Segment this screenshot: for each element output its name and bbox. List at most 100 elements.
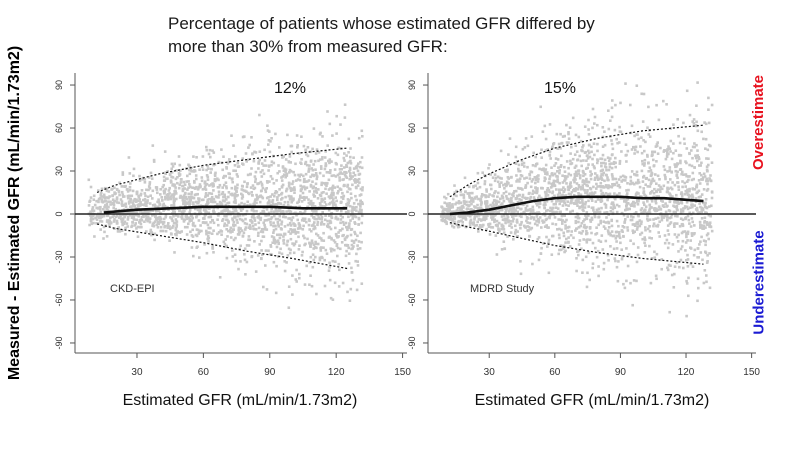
data-point [289,217,292,220]
data-point [547,271,551,275]
data-point [268,201,271,204]
data-point [612,160,616,164]
data-point [534,178,538,182]
data-point [240,218,244,222]
data-point [349,147,352,150]
data-point [291,293,294,296]
data-point [197,219,201,222]
data-point [351,278,355,282]
data-point [290,230,294,234]
data-point [448,214,452,217]
data-point [693,204,696,207]
data-point [213,178,217,181]
data-point [571,116,575,120]
data-point [322,231,325,235]
data-point [619,241,622,245]
data-point [587,214,590,217]
data-point [552,182,556,185]
data-point [617,230,621,234]
data-point [309,274,312,277]
data-point [155,186,158,189]
data-point [360,156,364,159]
data-point [696,154,700,157]
data-point [453,220,456,224]
data-point [655,182,658,185]
data-point [287,306,291,309]
data-point [253,219,257,222]
data-point [497,221,501,225]
data-point [176,181,179,185]
data-point [156,209,159,212]
data-point [327,159,330,163]
data-point [172,197,175,200]
data-point [257,221,261,225]
data-point [135,209,139,213]
data-point [615,219,619,223]
data-point [121,223,124,227]
data-point [646,227,650,231]
data-point [663,241,667,245]
data-point [518,197,521,201]
data-point [297,222,301,225]
data-point [464,190,467,194]
data-point [185,233,189,236]
data-point [686,191,689,195]
data-point [647,211,651,215]
data-point [336,246,340,250]
data-point [654,145,658,148]
data-point [244,226,248,229]
data-point [312,127,316,130]
data-point [102,225,106,229]
data-point [622,213,626,217]
data-point [206,223,210,227]
data-point [549,157,552,160]
data-point [706,232,710,235]
data-point [289,232,292,235]
data-point [308,228,311,231]
data-point [685,233,688,236]
data-point [485,188,488,191]
data-point [332,239,336,242]
data-point [305,196,308,199]
data-point [162,209,165,212]
data-point [226,208,229,212]
data-point [704,243,707,247]
data-point [357,216,361,220]
data-point [614,103,617,107]
data-point [310,239,314,242]
data-point [231,255,235,258]
data-point [253,175,257,178]
data-point [583,206,587,209]
data-point [326,219,329,223]
data-point [203,181,207,185]
data-point [593,122,596,125]
data-point [565,141,569,144]
data-point [328,161,331,165]
data-point [453,191,457,194]
data-point [322,223,326,226]
data-point [583,182,586,185]
data-point [520,163,524,166]
data-point [325,171,329,174]
data-point [577,172,580,175]
y-tick-label: -30 [54,250,64,263]
data-point [164,187,167,191]
data-point [180,213,184,217]
data-point [174,189,177,192]
data-point [489,183,493,187]
data-point [125,188,129,191]
data-point [578,193,582,197]
data-point [500,181,503,184]
data-point [142,198,145,202]
data-point [89,217,93,221]
data-point [583,218,586,221]
data-point [465,207,469,211]
data-point [198,211,201,214]
data-point [610,202,613,206]
data-point [646,200,649,203]
data-point [322,246,325,249]
data-point [671,243,675,246]
data-point [327,195,331,198]
data-point [142,214,145,218]
data-point [263,223,266,227]
